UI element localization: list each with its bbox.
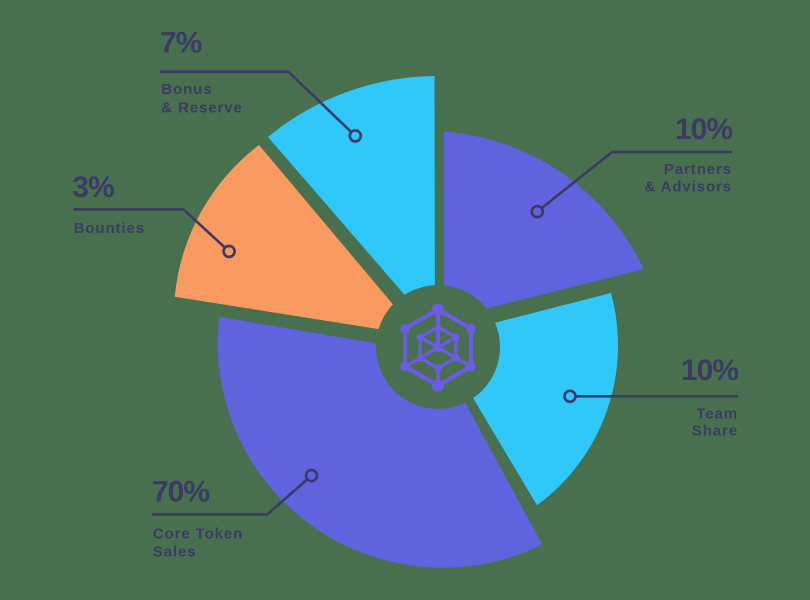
- svg-text:10%: 10%: [681, 354, 738, 387]
- svg-text:70%: 70%: [152, 476, 209, 509]
- svg-text:7%: 7%: [160, 27, 202, 60]
- svg-text:Bounties: Bounties: [74, 220, 145, 237]
- svg-text:Partners: Partners: [664, 161, 732, 178]
- svg-text:Team: Team: [696, 405, 738, 422]
- svg-text:Core Token: Core Token: [153, 526, 243, 543]
- svg-text:Share: Share: [692, 423, 738, 440]
- svg-text:Bonus: Bonus: [161, 81, 212, 98]
- svg-text:Sales: Sales: [153, 544, 197, 561]
- svg-text:10%: 10%: [675, 113, 732, 146]
- svg-text:& Advisors: & Advisors: [644, 179, 732, 196]
- svg-text:& Reserve: & Reserve: [161, 100, 242, 117]
- svg-text:3%: 3%: [72, 171, 114, 204]
